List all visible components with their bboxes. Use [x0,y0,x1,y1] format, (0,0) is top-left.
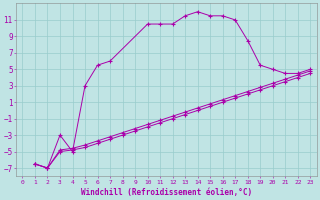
X-axis label: Windchill (Refroidissement éolien,°C): Windchill (Refroidissement éolien,°C) [81,188,252,197]
